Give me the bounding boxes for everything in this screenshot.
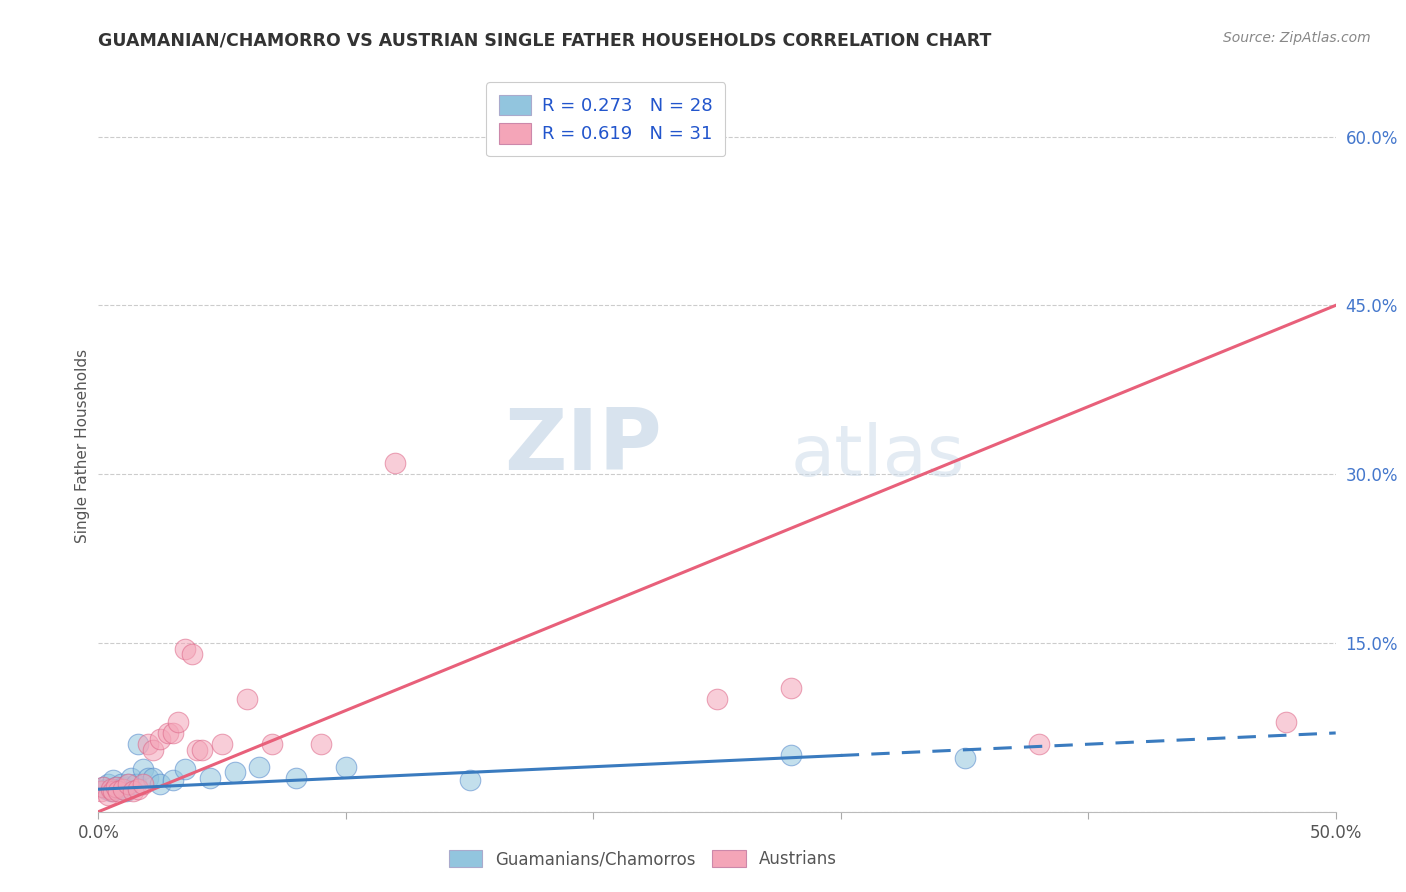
Point xyxy=(458,773,481,788)
Point xyxy=(142,771,165,785)
Point xyxy=(97,776,120,790)
Text: GUAMANIAN/CHAMORRO VS AUSTRIAN SINGLE FATHER HOUSEHOLDS CORRELATION CHART: GUAMANIAN/CHAMORRO VS AUSTRIAN SINGLE FA… xyxy=(98,31,991,49)
Point xyxy=(107,782,129,797)
Point xyxy=(97,788,120,802)
Point xyxy=(104,780,127,794)
Point xyxy=(174,762,197,776)
Point xyxy=(112,780,135,794)
Point xyxy=(103,773,125,788)
Point xyxy=(114,784,136,798)
Point xyxy=(103,784,125,798)
Point xyxy=(224,765,246,780)
Point xyxy=(1028,737,1050,751)
Point xyxy=(335,760,357,774)
Text: ZIP: ZIP xyxy=(503,404,661,488)
Point xyxy=(136,737,159,751)
Point xyxy=(149,731,172,746)
Point xyxy=(236,692,259,706)
Point xyxy=(706,692,728,706)
Point xyxy=(186,743,208,757)
Point xyxy=(247,760,270,774)
Point xyxy=(181,647,204,661)
Text: Source: ZipAtlas.com: Source: ZipAtlas.com xyxy=(1223,31,1371,45)
Point xyxy=(120,771,142,785)
Point xyxy=(953,750,976,764)
Point xyxy=(100,782,122,797)
Point xyxy=(166,714,188,729)
Point xyxy=(104,780,127,794)
Point xyxy=(156,726,179,740)
Point xyxy=(309,737,332,751)
Point xyxy=(149,776,172,790)
Point xyxy=(112,782,135,797)
Point xyxy=(110,776,132,790)
Point xyxy=(127,782,149,797)
Point xyxy=(780,681,803,695)
Point xyxy=(117,776,139,790)
Point xyxy=(142,743,165,757)
Legend: Guamanians/Chamorros, Austrians: Guamanians/Chamorros, Austrians xyxy=(440,842,845,877)
Point xyxy=(780,748,803,763)
Point xyxy=(100,784,122,798)
Point xyxy=(136,771,159,785)
Point xyxy=(107,784,129,798)
Point xyxy=(132,762,155,776)
Point xyxy=(93,780,115,794)
Point xyxy=(124,776,146,790)
Point xyxy=(260,737,283,751)
Point xyxy=(191,743,214,757)
Point xyxy=(94,782,117,797)
Point xyxy=(90,784,112,798)
Point xyxy=(211,737,233,751)
Point xyxy=(93,780,115,794)
Y-axis label: Single Father Households: Single Father Households xyxy=(75,349,90,543)
Point xyxy=(1275,714,1298,729)
Text: atlas: atlas xyxy=(790,423,965,491)
Point xyxy=(384,456,406,470)
Point xyxy=(174,641,197,656)
Point xyxy=(285,771,308,785)
Point xyxy=(132,776,155,790)
Point xyxy=(162,726,184,740)
Point xyxy=(127,737,149,751)
Point xyxy=(162,773,184,788)
Point xyxy=(117,776,139,790)
Point xyxy=(198,771,221,785)
Point xyxy=(122,784,145,798)
